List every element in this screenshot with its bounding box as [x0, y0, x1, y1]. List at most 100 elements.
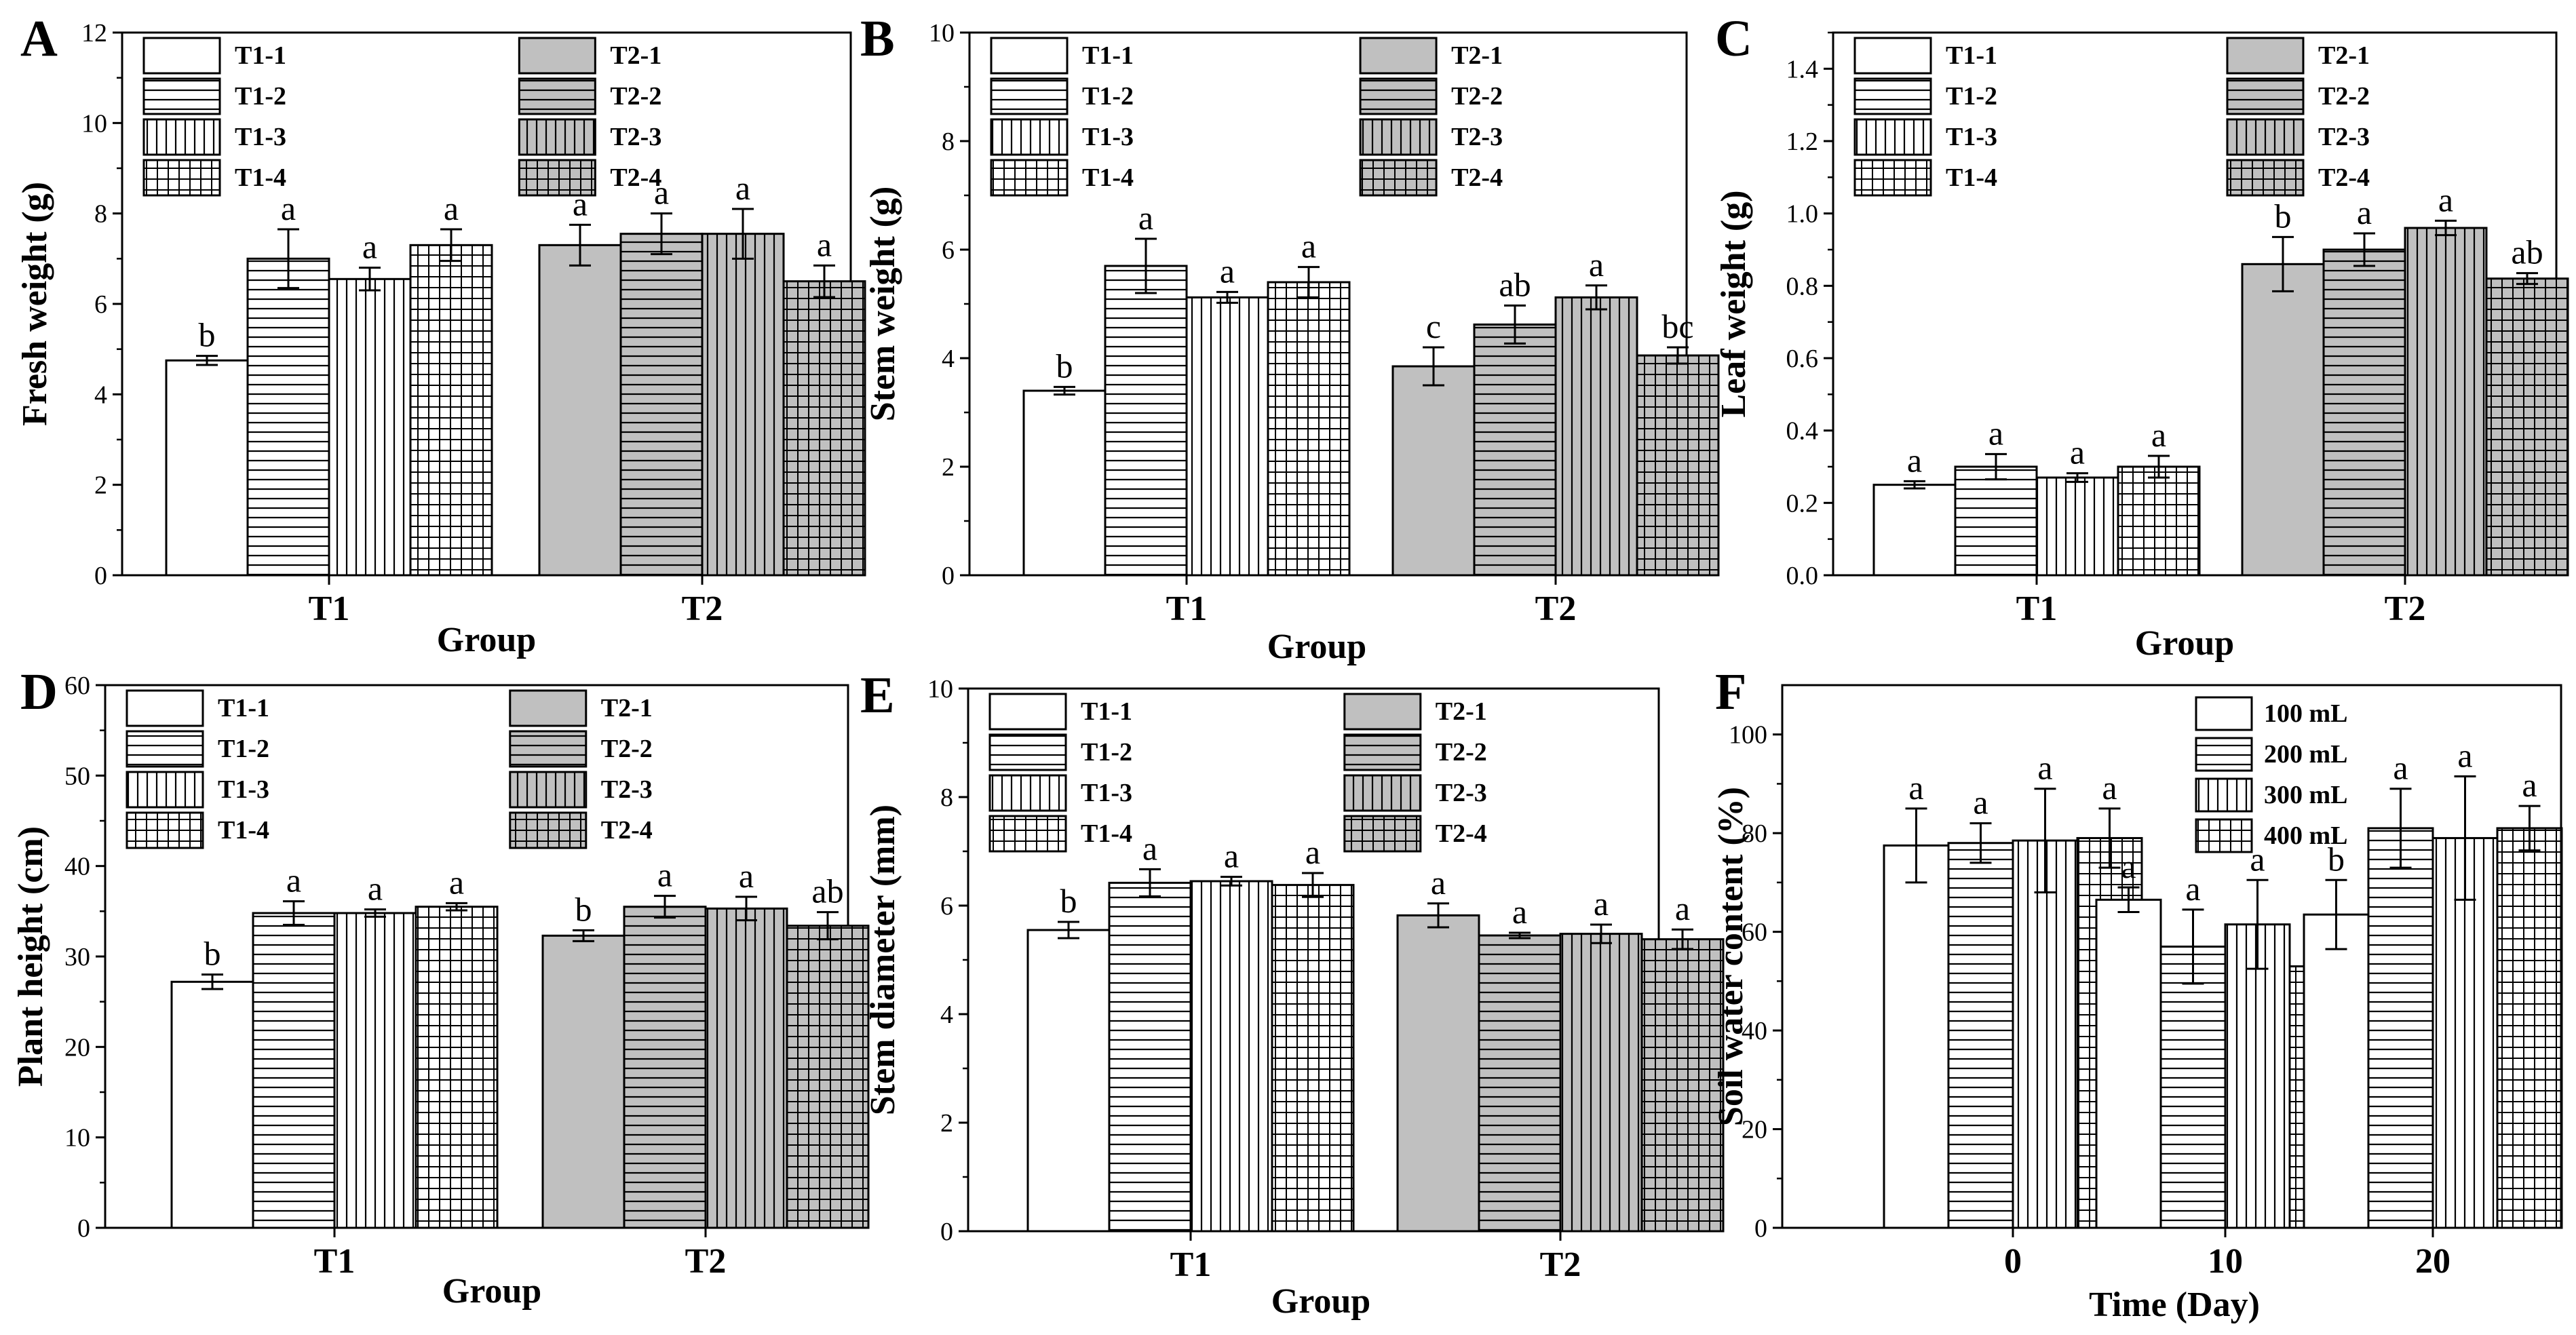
bar [1478, 934, 1562, 1233]
legend: T1-1 T1-2 T1-3 T1-4 T2-1 T2-2 T2-3 T2-4 [1853, 37, 2370, 197]
x-category-label: T1 [2016, 589, 2058, 628]
legend-swatch [518, 118, 596, 156]
chart-panel-b: B 0 2 4 6 8 10 Stem weight (g) T1 T2 Group b a a a c ab a… [860, 10, 1720, 666]
legend-swatch [1853, 77, 1932, 115]
y-tick-label: 1.4 [1786, 55, 1819, 83]
significance-label: b [204, 935, 221, 973]
significance-label: a [2070, 433, 2085, 471]
legend-swatch [1343, 733, 1422, 771]
legend-swatch [2195, 818, 2253, 853]
y-tick-label: 1.0 [1786, 200, 1819, 229]
legend-label: T2-2 [610, 82, 661, 111]
bar [2367, 827, 2434, 1229]
significance-label: a [2393, 749, 2408, 787]
bar [1271, 884, 1355, 1233]
x-axis-label: Group [442, 1272, 541, 1311]
significance-label: a [1908, 769, 1923, 807]
significance-label: b [575, 890, 592, 928]
legend-label: T2-4 [1436, 819, 1487, 848]
bar [409, 244, 493, 577]
bar [2035, 476, 2119, 577]
legend-label: T2-2 [2318, 82, 2370, 111]
x-category-label: T1 [1170, 1245, 1212, 1284]
significance-label: a [735, 169, 750, 207]
y-tick-label: 0.2 [1786, 489, 1819, 518]
y-tick-label: 12 [81, 19, 107, 47]
bar [2485, 277, 2569, 577]
y-tick-label: 6 [940, 892, 953, 921]
legend-label: T2-1 [2318, 41, 2370, 70]
panel-letter: F [1715, 663, 1746, 720]
significance-label: a [1973, 783, 1988, 821]
legend-swatch [990, 159, 1069, 197]
x-category-label: T1 [309, 589, 350, 628]
legend-label: T2-3 [1436, 779, 1487, 807]
legend-label: 200 mL [2264, 740, 2348, 769]
legend-label: T1-3 [1082, 123, 1134, 151]
legend-label: T1-2 [1946, 82, 1997, 111]
legend-label: T2-3 [1451, 123, 1503, 151]
bar [1104, 265, 1188, 577]
legend-label: T2-2 [1436, 738, 1487, 767]
x-axis-label: Group [1271, 1282, 1370, 1321]
legend-label: T1-4 [218, 816, 269, 845]
legend-label: T2-4 [610, 163, 661, 192]
y-tick-label: 10 [81, 109, 107, 138]
legend-label: 300 mL [2264, 781, 2348, 809]
y-tick-label: 0.6 [1786, 345, 1819, 373]
bar [1189, 880, 1273, 1233]
bar [701, 233, 785, 577]
legend-swatch [1343, 774, 1422, 812]
legend: T1-1 T1-2 T1-3 T1-4 T2-1 T2-2 T2-3 T2-4 [126, 689, 653, 849]
legend-label: T2-1 [601, 694, 653, 722]
legend-swatch [988, 733, 1067, 771]
legend-label: T2-3 [610, 123, 661, 151]
bar [1883, 844, 1950, 1229]
x-category-label: T2 [1535, 589, 1577, 628]
y-tick-label: 4 [940, 1001, 953, 1029]
legend-swatch [509, 689, 588, 727]
legend-swatch [2226, 37, 2305, 75]
legend-swatch [126, 811, 204, 849]
y-axis-label: Stem diameter (mm) [864, 805, 902, 1115]
y-tick-label: 0 [942, 562, 955, 590]
significance-label: a [2121, 847, 2136, 885]
significance-label: a [444, 189, 459, 227]
significance-label: a [362, 228, 377, 266]
bar [619, 233, 704, 577]
y-tick-label: 10 [927, 675, 953, 703]
significance-label: a [1301, 227, 1316, 265]
significance-label: a [1305, 833, 1320, 871]
significance-label: c [1426, 307, 1441, 345]
legend-label: T1-2 [1081, 738, 1132, 767]
bar [623, 906, 707, 1229]
bar [782, 280, 866, 577]
bar [1396, 914, 1480, 1233]
bar [1267, 281, 1351, 577]
y-tick-label: 100 [1729, 721, 1767, 750]
significance-label: b [1060, 882, 1077, 920]
legend-label: T1-3 [1946, 123, 1997, 151]
bar [1954, 465, 2038, 577]
legend-label: 100 mL [2264, 699, 2348, 728]
significance-label: a [2151, 416, 2166, 454]
legend-label: T2-1 [1436, 697, 1487, 726]
panel-letter: C [1715, 10, 1752, 67]
y-tick-label: 2 [94, 471, 107, 500]
legend-swatch [518, 37, 596, 75]
legend-swatch [518, 159, 596, 197]
bar [2159, 945, 2227, 1229]
legend: T1-1 T1-2 T1-3 T1-4 T2-1 T2-2 T2-3 T2-4 [988, 693, 1487, 853]
y-tick-label: 0.4 [1786, 417, 1819, 446]
bar [2117, 465, 2201, 577]
y-tick-label: 8 [94, 200, 107, 229]
y-tick-label: 10 [929, 19, 955, 47]
bar [2404, 227, 2488, 577]
legend-swatch [126, 689, 204, 727]
bar [2241, 263, 2325, 577]
legend-swatch [2195, 737, 2253, 772]
legend-swatch [1853, 159, 1932, 197]
legend-swatch [509, 771, 588, 809]
legend: T1-1 T1-2 T1-3 T1-4 T2-1 T2-2 T2-3 T2-4 [142, 37, 661, 197]
legend-swatch [1853, 37, 1932, 75]
